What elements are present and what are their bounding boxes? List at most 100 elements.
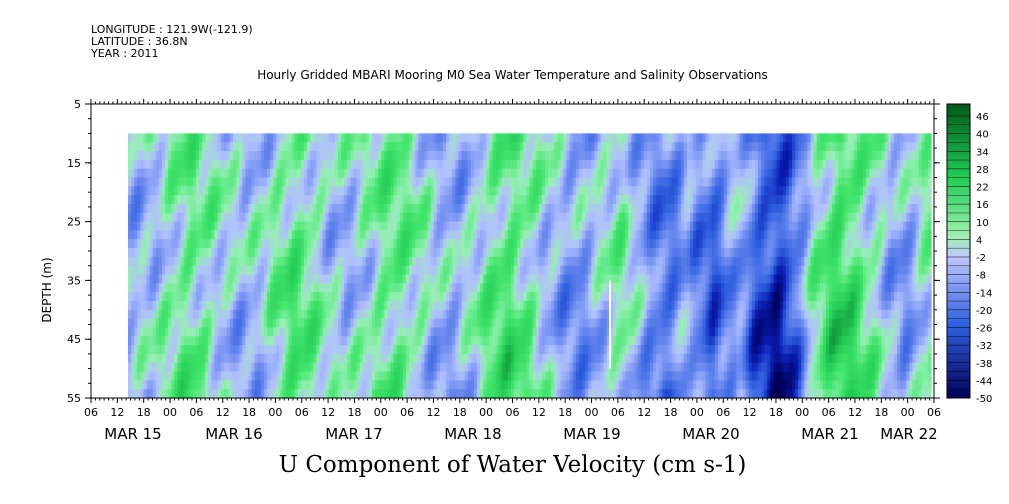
heatmap-cell <box>180 203 185 214</box>
heatmap-cell <box>260 362 265 373</box>
heatmap-cell <box>279 336 284 346</box>
heatmap-cell <box>128 371 132 381</box>
heatmap-cell <box>612 265 617 276</box>
heatmap-cell <box>634 221 639 232</box>
heatmap-cell <box>483 151 487 161</box>
heatmap-cell <box>134 230 138 240</box>
heatmap-cell <box>313 336 317 346</box>
heatmap-cell <box>452 380 456 390</box>
heatmap-cell <box>585 389 589 399</box>
heatmap-cell <box>489 186 494 196</box>
heatmap-cell <box>375 318 379 329</box>
heatmap-cell <box>566 309 571 320</box>
heatmap-cell <box>501 221 506 232</box>
heatmap-cell <box>606 230 611 240</box>
heatmap-cell <box>560 265 565 276</box>
heatmap-cell <box>381 177 385 187</box>
heatmap-cell <box>473 274 478 284</box>
heatmap-cell <box>260 371 265 381</box>
heatmap-cell <box>594 230 599 240</box>
heatmap-cell <box>214 248 219 258</box>
heatmap-cell <box>510 168 515 179</box>
heatmap-cell <box>325 239 330 249</box>
heatmap-cell <box>328 380 333 390</box>
heatmap-cell <box>464 327 469 337</box>
heatmap-cell <box>575 230 580 240</box>
heatmap-cell <box>526 142 531 152</box>
heatmap-cell <box>449 239 453 249</box>
heatmap-cell <box>245 239 250 249</box>
heatmap-cell <box>582 212 586 223</box>
heatmap-cell <box>551 221 555 232</box>
heatmap-cell <box>415 362 419 373</box>
heatmap-cell <box>470 248 475 258</box>
heatmap-cell <box>399 221 404 232</box>
heatmap-cell <box>226 380 231 390</box>
heatmap-cell <box>631 380 636 390</box>
heatmap-cell <box>433 221 438 232</box>
heatmap-cell <box>415 168 419 179</box>
heatmap-cell <box>180 274 185 284</box>
heatmap-cell <box>563 380 568 390</box>
heatmap-cell <box>452 212 456 223</box>
heatmap-cell <box>128 186 132 196</box>
heatmap-cell <box>365 168 370 179</box>
heatmap-cell <box>510 265 515 276</box>
heatmap-cell <box>251 318 256 329</box>
heatmap-cell <box>143 195 148 205</box>
heatmap-cell <box>205 345 209 355</box>
heatmap-cell <box>473 151 478 161</box>
heatmap-cell <box>622 168 626 179</box>
heatmap-cell <box>588 221 592 232</box>
heatmap-cell <box>322 345 327 355</box>
heatmap-cell <box>199 292 203 302</box>
heatmap-cell <box>165 159 169 170</box>
heatmap-cell <box>637 239 642 249</box>
heatmap-cell <box>464 345 469 355</box>
heatmap-cell <box>415 256 419 267</box>
heatmap-cell <box>310 283 314 293</box>
heatmap-cell <box>319 292 324 302</box>
heatmap-cell <box>347 177 351 187</box>
heatmap-cell <box>128 133 132 143</box>
heatmap-cell <box>563 186 568 196</box>
heatmap-cell <box>517 362 521 373</box>
heatmap-cell <box>492 142 497 152</box>
heatmap-cell <box>631 168 636 179</box>
heatmap-cell <box>390 353 395 364</box>
heatmap-cell <box>208 159 212 170</box>
heatmap-cell <box>325 353 330 364</box>
heatmap-cell <box>214 300 219 311</box>
heatmap-cell <box>554 212 558 223</box>
heatmap-cell <box>331 265 336 276</box>
heatmap-cell <box>291 256 296 267</box>
heatmap-cell <box>424 186 429 196</box>
heatmap-cell <box>189 309 194 320</box>
heatmap-cell <box>177 292 182 302</box>
heatmap-cell <box>300 300 305 311</box>
heatmap-cell <box>591 274 595 284</box>
heatmap-cell <box>183 309 188 320</box>
heatmap-cell <box>134 221 138 232</box>
heatmap-cell <box>619 203 623 214</box>
heatmap-cell <box>257 256 262 267</box>
heatmap-cell <box>439 380 444 390</box>
heatmap-cell <box>415 230 419 240</box>
heatmap-cell <box>619 256 623 267</box>
heatmap-cell <box>375 133 379 143</box>
heatmap-cell <box>603 292 608 302</box>
heatmap-cell <box>263 300 268 311</box>
heatmap-cell <box>464 362 469 373</box>
heatmap-cell <box>458 151 463 161</box>
heatmap-cell <box>174 274 179 284</box>
heatmap-cell <box>186 345 191 355</box>
heatmap-cell <box>214 283 219 293</box>
heatmap-cell <box>625 274 629 284</box>
heatmap-cell <box>248 168 253 179</box>
heatmap-cell <box>313 371 317 381</box>
heatmap-cell <box>507 151 512 161</box>
heatmap-cell <box>412 283 416 293</box>
heatmap-cell <box>236 230 240 240</box>
heatmap-cell <box>566 292 571 302</box>
heatmap-cell <box>270 309 274 320</box>
